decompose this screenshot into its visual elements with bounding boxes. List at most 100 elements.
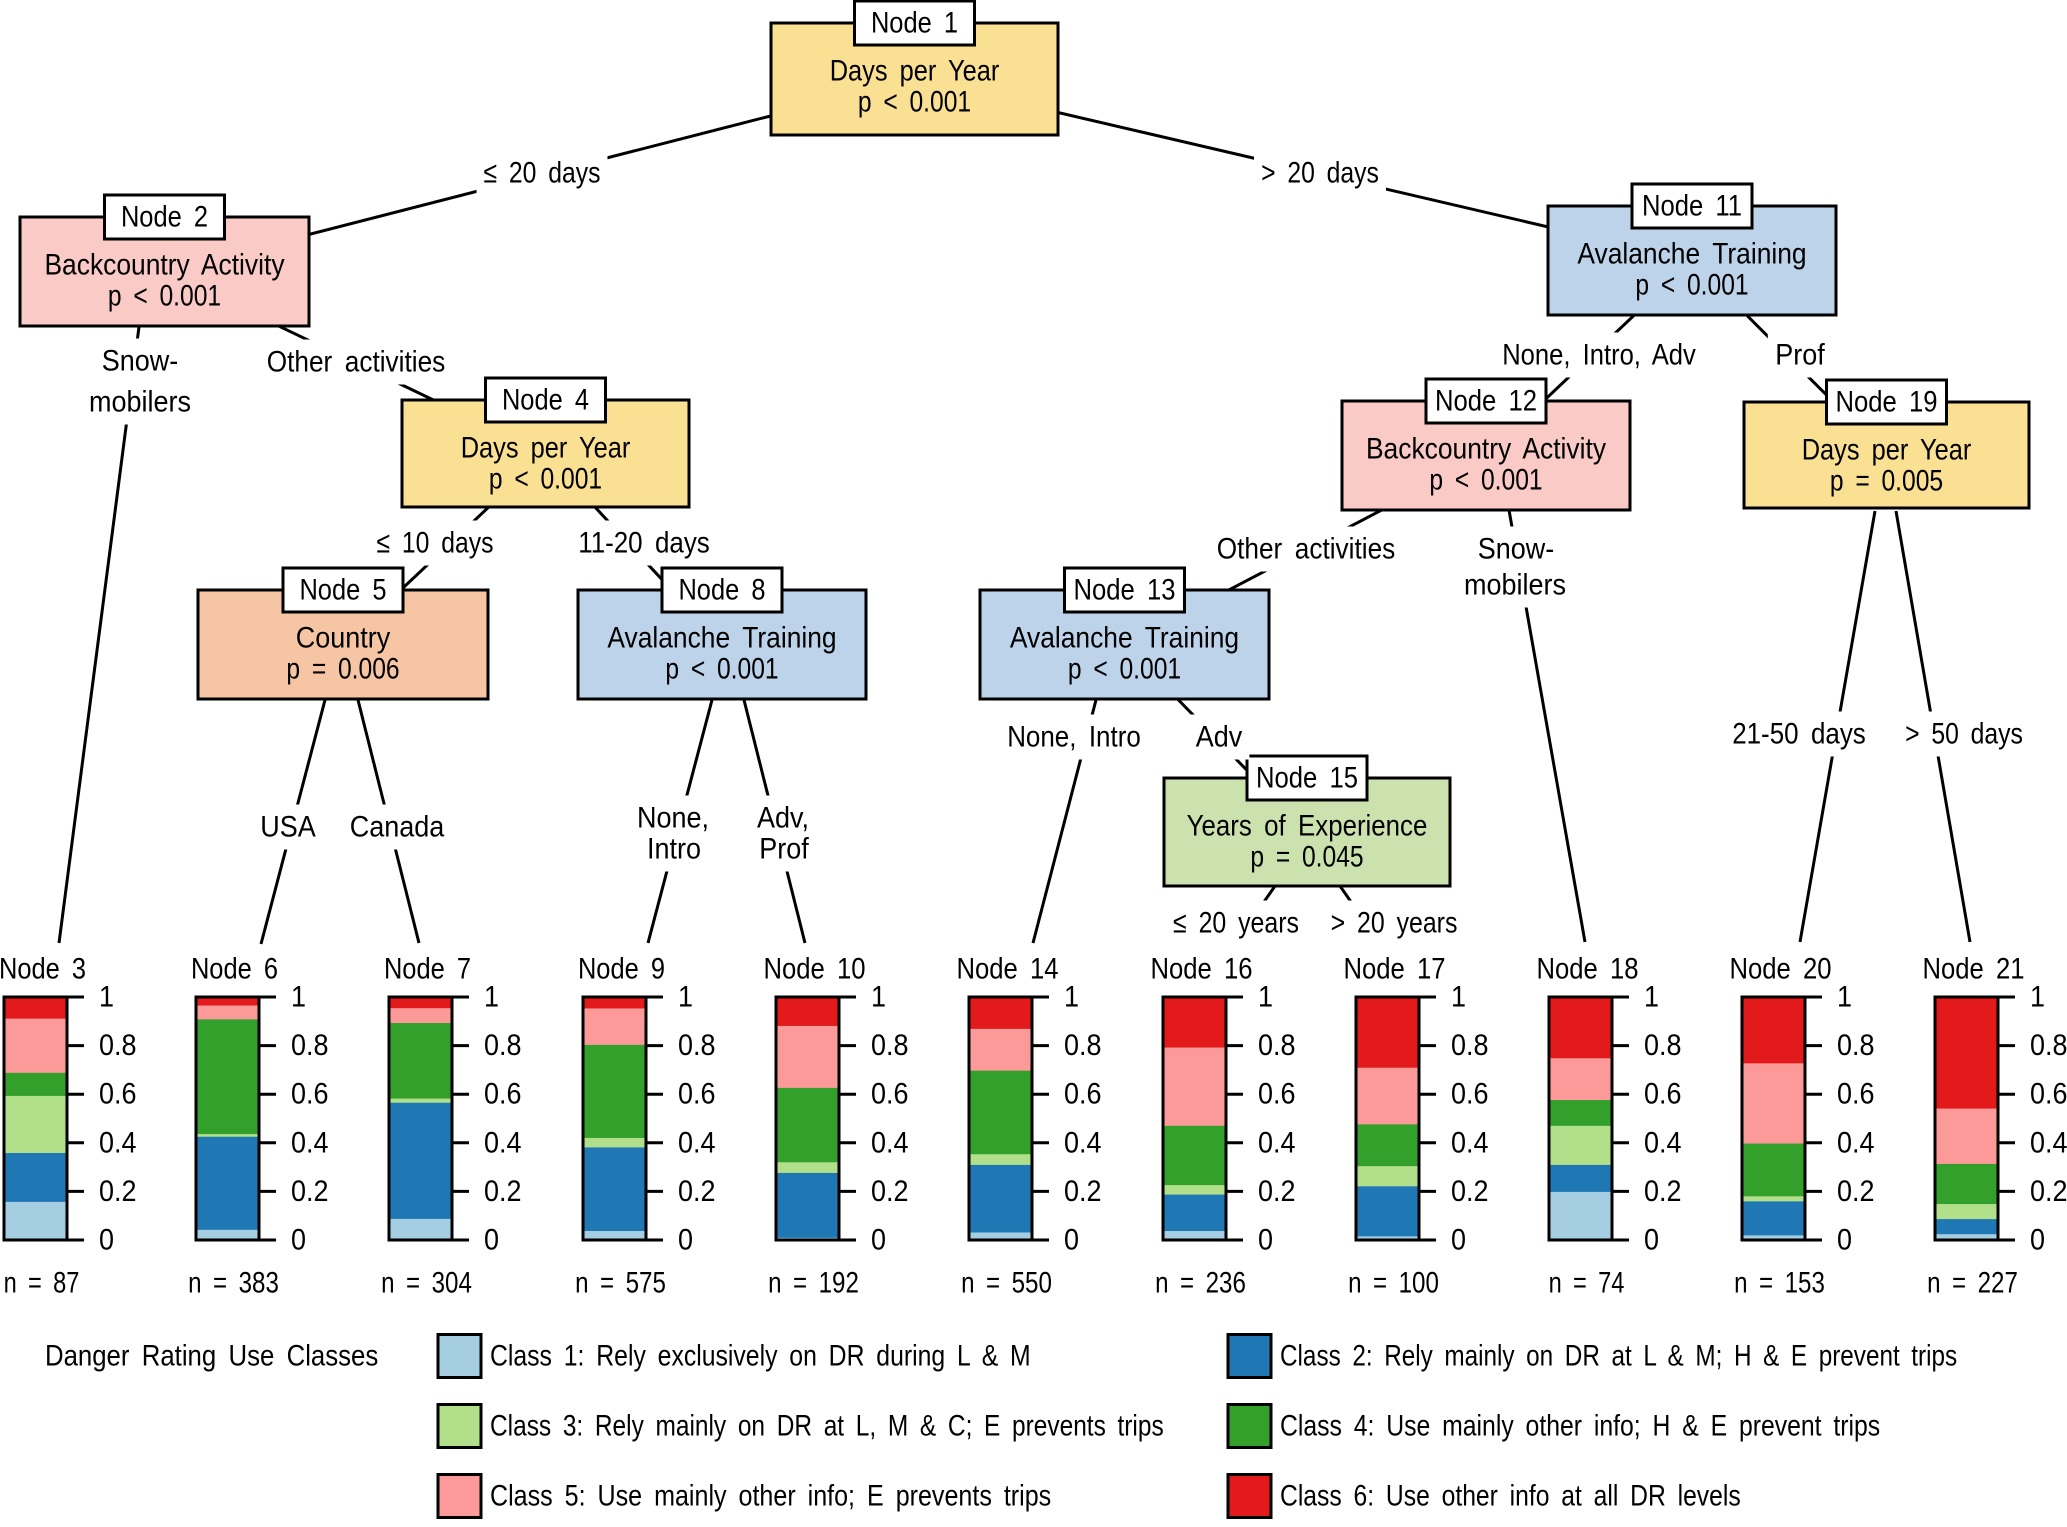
svg-text:Node 10: Node 10 [763, 953, 865, 986]
svg-text:0.2: 0.2 [1837, 1175, 1875, 1208]
svg-text:0: 0 [1644, 1224, 1659, 1257]
svg-text:Days per Year: Days per Year [830, 55, 1000, 88]
svg-text:0.6: 0.6 [1837, 1078, 1875, 1111]
svg-text:0.8: 0.8 [291, 1029, 329, 1062]
svg-text:Node 15: Node 15 [1256, 762, 1358, 795]
svg-text:0.4: 0.4 [291, 1126, 329, 1159]
svg-text:USA: USA [260, 811, 316, 844]
svg-text:Avalanche Training: Avalanche Training [607, 622, 836, 655]
svg-text:Snow-: Snow- [102, 345, 179, 378]
svg-text:Class 6: Use other info at all: Class 6: Use other info at all DR levels [1280, 1480, 1741, 1513]
svg-text:n = 153: n = 153 [1734, 1267, 1825, 1300]
svg-text:0.8: 0.8 [1451, 1029, 1489, 1062]
svg-text:0.4: 0.4 [871, 1126, 909, 1159]
svg-text:> 50 days: > 50 days [1905, 718, 2023, 751]
svg-text:n = 304: n = 304 [381, 1267, 472, 1300]
svg-text:Node 7: Node 7 [384, 953, 471, 986]
svg-text:Backcountry Activity: Backcountry Activity [44, 249, 284, 282]
svg-text:p < 0.001: p < 0.001 [489, 463, 602, 496]
svg-text:n = 550: n = 550 [961, 1267, 1052, 1300]
svg-text:Node 11: Node 11 [1642, 190, 1742, 223]
svg-text:Canada: Canada [350, 811, 445, 844]
svg-text:0.6: 0.6 [871, 1078, 909, 1111]
svg-text:1: 1 [1258, 981, 1273, 1014]
svg-text:0.8: 0.8 [1837, 1029, 1875, 1062]
svg-text:0.8: 0.8 [871, 1029, 909, 1062]
svg-text:Node 9: Node 9 [578, 953, 665, 986]
svg-text:0.8: 0.8 [2030, 1029, 2067, 1062]
svg-text:Class 1: Rely exclusively on D: Class 1: Rely exclusively on DR during L… [490, 1340, 1031, 1373]
svg-text:0.4: 0.4 [1644, 1126, 1682, 1159]
svg-text:Class 5: Use mainly other info: Class 5: Use mainly other info; E preven… [490, 1480, 1051, 1513]
svg-text:0.6: 0.6 [1258, 1078, 1296, 1111]
svg-text:mobilers: mobilers [1464, 569, 1566, 602]
svg-text:Avalanche Training: Avalanche Training [1010, 622, 1239, 655]
svg-text:p < 0.001: p < 0.001 [858, 86, 971, 119]
svg-text:0: 0 [678, 1224, 693, 1257]
svg-text:0.2: 0.2 [291, 1175, 329, 1208]
svg-text:0.2: 0.2 [484, 1175, 522, 1208]
svg-text:Class 4: Use mainly other info: Class 4: Use mainly other info; H & E pr… [1280, 1410, 1880, 1443]
svg-text:0: 0 [1258, 1224, 1273, 1257]
svg-text:Node 6: Node 6 [191, 953, 278, 986]
svg-text:21-50 days: 21-50 days [1732, 718, 1866, 751]
svg-text:0: 0 [291, 1224, 306, 1257]
svg-text:≤ 20 years: ≤ 20 years [1173, 907, 1299, 940]
svg-text:0: 0 [1064, 1224, 1079, 1257]
svg-text:1: 1 [1064, 981, 1079, 1014]
svg-text:≤ 10 days: ≤ 10 days [377, 527, 494, 560]
svg-text:0: 0 [2030, 1224, 2045, 1257]
svg-text:0: 0 [99, 1224, 114, 1257]
svg-text:Class 2: Rely mainly on DR at: Class 2: Rely mainly on DR at L & M; H &… [1280, 1340, 1957, 1373]
svg-text:1: 1 [871, 981, 886, 1014]
svg-text:1: 1 [678, 981, 693, 1014]
svg-text:1: 1 [1644, 981, 1659, 1014]
svg-text:0.2: 0.2 [1258, 1175, 1296, 1208]
svg-text:0.6: 0.6 [99, 1078, 137, 1111]
svg-text:0.8: 0.8 [1064, 1029, 1102, 1062]
svg-text:Node 16: Node 16 [1150, 953, 1252, 986]
svg-text:0.8: 0.8 [99, 1029, 137, 1062]
svg-text:0.6: 0.6 [1064, 1078, 1102, 1111]
svg-text:0.8: 0.8 [1644, 1029, 1682, 1062]
svg-text:0.4: 0.4 [1064, 1126, 1102, 1159]
svg-text:p < 0.001: p < 0.001 [1429, 464, 1542, 497]
svg-text:0: 0 [871, 1224, 886, 1257]
svg-text:0.2: 0.2 [1644, 1175, 1682, 1208]
svg-text:0.8: 0.8 [1258, 1029, 1296, 1062]
svg-text:Node 14: Node 14 [956, 953, 1058, 986]
svg-text:Danger Rating Use Classes: Danger Rating Use Classes [45, 1340, 378, 1373]
svg-text:p < 0.001: p < 0.001 [108, 280, 221, 313]
svg-text:None, Intro, Adv: None, Intro, Adv [1502, 339, 1696, 372]
svg-text:1: 1 [99, 981, 114, 1014]
svg-text:Adv,: Adv, [757, 802, 809, 835]
svg-text:0.8: 0.8 [678, 1029, 716, 1062]
svg-text:1: 1 [2030, 981, 2045, 1014]
svg-text:11-20 days: 11-20 days [578, 527, 710, 560]
svg-text:Node 12: Node 12 [1435, 385, 1537, 418]
svg-text:0.4: 0.4 [99, 1126, 137, 1159]
svg-text:p = 0.045: p = 0.045 [1250, 841, 1363, 874]
svg-text:0.2: 0.2 [678, 1175, 716, 1208]
svg-text:1: 1 [484, 981, 499, 1014]
svg-text:> 20 years: > 20 years [1331, 907, 1458, 940]
svg-text:p < 0.001: p < 0.001 [665, 653, 778, 686]
svg-text:n = 227: n = 227 [1927, 1267, 2018, 1300]
svg-text:Other activities: Other activities [1217, 533, 1396, 566]
svg-text:Country: Country [296, 622, 391, 655]
svg-text:Node 17: Node 17 [1343, 953, 1445, 986]
svg-text:0.4: 0.4 [1837, 1126, 1875, 1159]
svg-text:Node 1: Node 1 [871, 7, 958, 40]
svg-text:n = 100: n = 100 [1348, 1267, 1439, 1300]
svg-text:Avalanche Training: Avalanche Training [1577, 238, 1806, 271]
svg-text:mobilers: mobilers [89, 386, 191, 419]
svg-text:0.2: 0.2 [1451, 1175, 1489, 1208]
svg-text:Prof: Prof [759, 833, 809, 866]
svg-text:Class 3: Rely mainly on DR at: Class 3: Rely mainly on DR at L, M & C; … [490, 1410, 1164, 1443]
svg-text:1: 1 [291, 981, 306, 1014]
svg-text:Intro: Intro [647, 833, 701, 866]
svg-text:0.6: 0.6 [678, 1078, 716, 1111]
svg-text:0.4: 0.4 [1451, 1126, 1489, 1159]
svg-text:Node 4: Node 4 [502, 384, 589, 417]
svg-text:p = 0.005: p = 0.005 [1830, 465, 1943, 498]
